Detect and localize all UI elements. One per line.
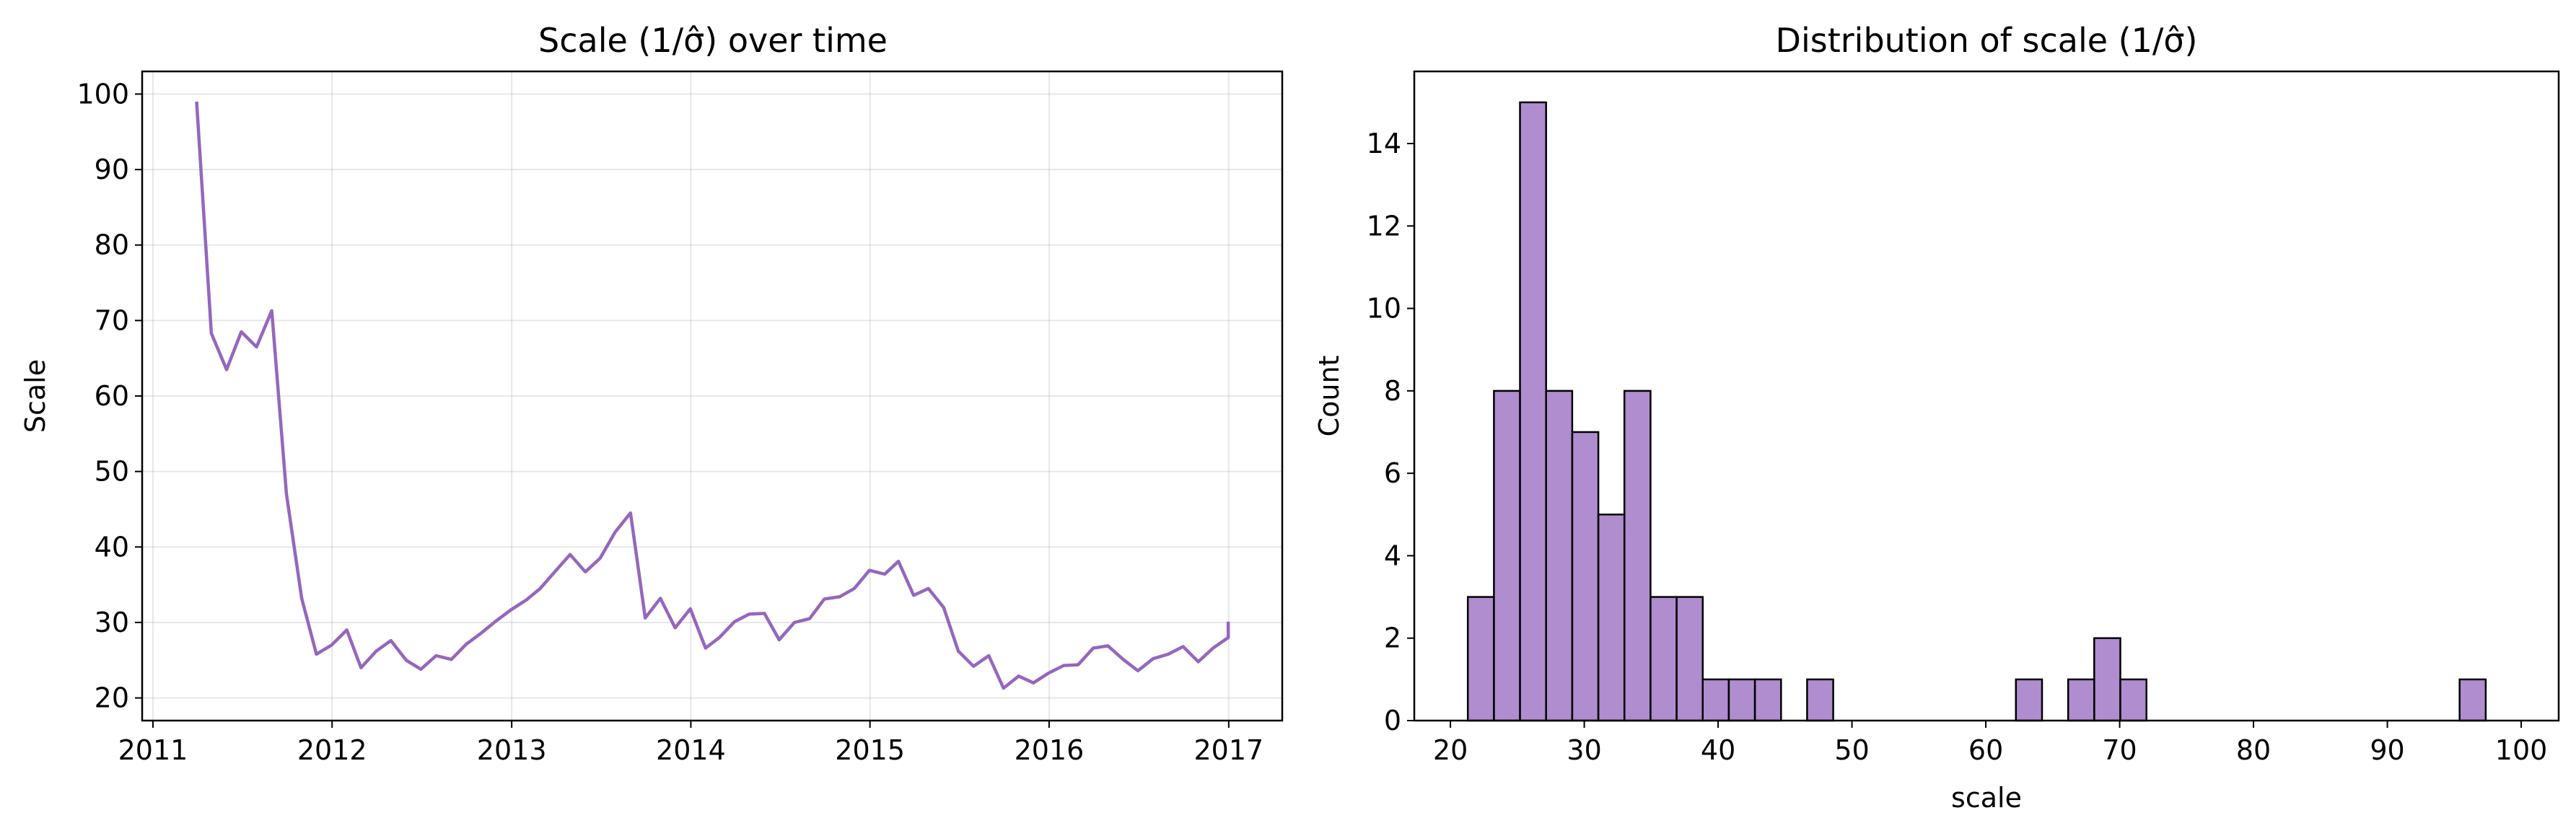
y-tick-label: 70 [95, 304, 129, 336]
x-tick-label: 20 [1433, 734, 1468, 766]
line-chart-y-ticks: 20 30 40 50 60 70 80 90 100 [76, 78, 142, 714]
histogram-bars [1466, 101, 2487, 722]
x-tick-label: 2012 [297, 734, 367, 766]
histogram-frame [1413, 70, 2560, 722]
x-tick-label: 100 [2495, 734, 2548, 766]
histogram-y-label: Count [1313, 356, 1345, 437]
y-tick-label: 10 [1367, 293, 1401, 325]
series-line [195, 101, 1230, 690]
x-tick-label: 2014 [656, 734, 726, 766]
histogram-bar [1571, 431, 1600, 722]
y-tick-label: 20 [95, 682, 129, 714]
histogram-chart: Distribution of scale (1/σ̂) 0 2 4 6 8 10 12 14… [1313, 21, 2560, 814]
histogram-bar [2119, 678, 2147, 722]
histogram-y-ticks: 0 2 4 6 8 10 12 14 [1367, 128, 1414, 736]
x-tick-label: 2016 [1015, 734, 1085, 766]
x-tick-label: 50 [1834, 734, 1869, 766]
histogram-bar [2458, 678, 2487, 722]
y-tick-label: 8 [1384, 375, 1401, 407]
histogram-bar [1493, 390, 1521, 722]
y-tick-label: 80 [95, 229, 129, 261]
histogram-bar [2067, 678, 2095, 722]
line-chart: Scale (1/σ̂) over time 20 30 40 50 60 70 80 90 1… [19, 21, 1284, 766]
histogram-bar [1466, 596, 1495, 722]
x-tick-label: 70 [2102, 734, 2137, 766]
y-tick-label: 90 [95, 154, 129, 185]
histogram-bar [1727, 678, 1756, 722]
y-tick-label: 50 [95, 456, 129, 488]
histogram-bar [1806, 678, 1834, 722]
y-tick-label: 0 [1384, 705, 1401, 736]
y-tick-label: 40 [95, 531, 129, 563]
line-chart-x-ticks: 2011 2012 2013 2014 2015 2016 2017 [118, 721, 1264, 766]
histogram-bar [1519, 101, 1547, 722]
x-tick-label: 2017 [1194, 734, 1264, 766]
x-tick-label: 2015 [835, 734, 905, 766]
y-tick-label: 12 [1367, 210, 1401, 242]
histogram-bar [1623, 390, 1652, 722]
line-chart-title: Scale (1/σ̂) over time [538, 21, 888, 60]
line-chart-grid [142, 71, 1282, 721]
line-chart-y-label: Scale [19, 359, 51, 433]
y-tick-label: 60 [95, 380, 129, 412]
histogram-bar [1650, 596, 1678, 722]
x-tick-label: 80 [2236, 734, 2271, 766]
y-tick-label: 14 [1367, 128, 1401, 159]
histogram-bar [2015, 678, 2043, 722]
y-tick-label: 4 [1384, 540, 1401, 571]
x-tick-label: 60 [1968, 734, 2003, 766]
histogram-bar [1545, 390, 1574, 722]
histogram-x-ticks: 20 30 40 50 60 70 80 90 100 [1433, 721, 2547, 766]
x-tick-label: 2013 [477, 734, 547, 766]
x-tick-label: 90 [2370, 734, 2404, 766]
x-tick-label: 30 [1567, 734, 1601, 766]
histogram-title: Distribution of scale (1/σ̂) [1776, 21, 2198, 60]
histogram-bar [2093, 637, 2121, 722]
histogram-bar [1675, 596, 1704, 722]
x-tick-label: 40 [1701, 734, 1735, 766]
y-tick-label: 6 [1384, 457, 1401, 489]
histogram-bar [1597, 514, 1626, 722]
histogram-x-label: scale [1951, 782, 2022, 814]
y-tick-label: 100 [76, 78, 129, 110]
y-tick-label: 30 [95, 607, 129, 638]
histogram-bar [1701, 678, 1730, 722]
y-tick-label: 2 [1384, 622, 1401, 654]
line-chart-frame [141, 70, 1284, 722]
histogram-bar [1753, 678, 1782, 722]
x-tick-label: 2011 [118, 734, 188, 766]
